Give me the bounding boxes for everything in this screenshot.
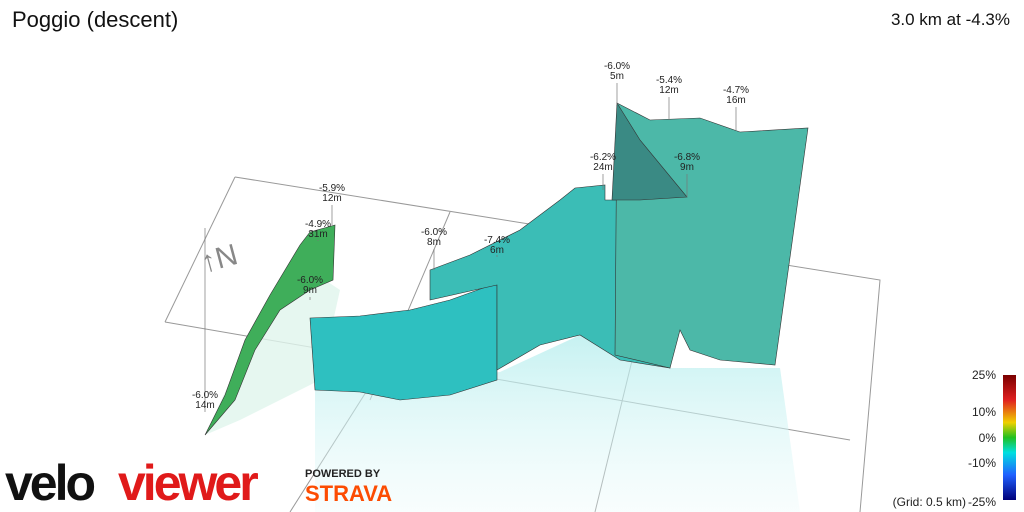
- scale-label: 25%: [972, 368, 996, 382]
- annotation-grade: -6.8%: [674, 152, 700, 163]
- annotation-length: 31m: [308, 229, 327, 240]
- scale-label: -25%: [968, 495, 996, 509]
- annotation-length: 12m: [322, 193, 341, 204]
- color-scale: [1003, 375, 1016, 500]
- annotation-length: 6m: [490, 245, 504, 256]
- scale-label: 10%: [972, 405, 996, 419]
- strava: STRAVA: [305, 481, 392, 506]
- annotation-length: 9m: [303, 285, 317, 296]
- annotation-grade: -6.0%: [604, 61, 630, 72]
- scale-label: -10%: [968, 456, 996, 470]
- shadow: [205, 270, 340, 435]
- annotation-grade: -4.9%: [305, 219, 331, 230]
- summary: 3.0 km at -4.3%: [891, 10, 1010, 29]
- annotation-length: 5m: [610, 71, 624, 82]
- scale-label: 0%: [979, 431, 997, 445]
- annotation-length: 16m: [726, 95, 745, 106]
- annotation-grade: -5.4%: [656, 75, 682, 86]
- ribbon: [611, 102, 688, 201]
- annotation-length: 12m: [659, 85, 678, 96]
- annotation-length: 14m: [195, 400, 214, 411]
- title: Poggio (descent): [12, 7, 178, 32]
- logo: viewer: [118, 455, 258, 511]
- ribbon: [309, 282, 498, 401]
- ribbon: [614, 102, 809, 369]
- ribbon: [204, 224, 336, 436]
- annotation-grade: -6.0%: [421, 227, 447, 238]
- annotation-grade: -7.4%: [484, 235, 510, 246]
- annotation-grade: -5.9%: [319, 183, 345, 194]
- powered-by: POWERED BY: [305, 468, 381, 480]
- grid-note: (Grid: 0.5 km): [893, 495, 966, 509]
- annotation-length: 24m: [593, 162, 612, 173]
- logo: velo: [5, 455, 95, 511]
- annotation-grade: -6.0%: [192, 390, 218, 401]
- annotation-length: 8m: [427, 237, 441, 248]
- north-arrow: ↑N: [197, 238, 241, 279]
- annotation-grade: -6.0%: [297, 275, 323, 286]
- annotation-grade: -6.2%: [590, 152, 616, 163]
- annotation-grade: -4.7%: [723, 85, 749, 96]
- annotation-length: 9m: [680, 162, 694, 173]
